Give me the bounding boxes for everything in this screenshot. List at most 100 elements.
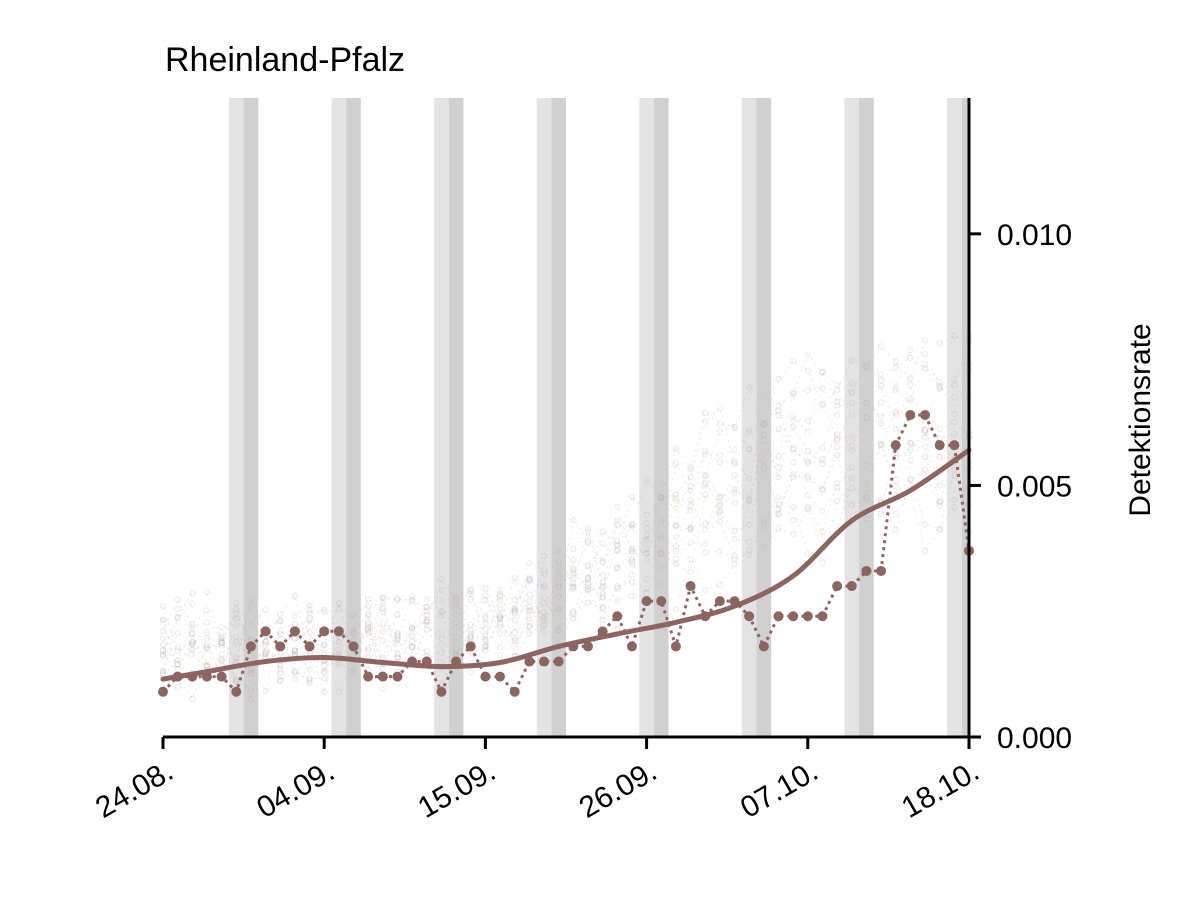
background-point: [584, 580, 592, 587]
background-point: [643, 585, 650, 592]
background-point: [731, 458, 738, 466]
background-point: [687, 525, 694, 532]
background-point: [628, 548, 636, 555]
background-point: [335, 638, 343, 646]
background-point: [819, 559, 826, 566]
background-point: [863, 493, 870, 501]
background-point: [716, 420, 724, 427]
background-point: [306, 606, 313, 614]
background-point: [321, 641, 328, 648]
background-point: [364, 626, 372, 634]
background-point: [467, 668, 474, 676]
background-point: [921, 443, 929, 451]
background-point: [364, 603, 372, 610]
background-point: [306, 666, 313, 673]
background-point: [745, 428, 753, 436]
background-point: [921, 426, 929, 434]
background-point: [306, 609, 313, 617]
background-point: [731, 471, 738, 479]
background-point: [350, 628, 357, 635]
background-point: [643, 550, 650, 557]
background-point: [599, 540, 606, 547]
background-point: [848, 464, 855, 471]
daily-point: [436, 686, 447, 697]
background-point: [936, 498, 943, 505]
background-point: [599, 584, 606, 591]
background-point: [863, 357, 870, 365]
daily-point: [685, 581, 696, 592]
background-point: [584, 587, 592, 594]
daily-point: [876, 565, 887, 576]
background-point: [306, 678, 313, 685]
background-point: [614, 537, 621, 545]
background-point: [350, 625, 357, 632]
background-point: [951, 375, 958, 383]
background-point: [218, 651, 225, 659]
background-point: [555, 627, 562, 634]
background-point: [394, 631, 401, 638]
x-tick-label: 24.08.: [90, 754, 179, 824]
background-point: [833, 436, 841, 444]
background-point: [877, 510, 885, 517]
background-point: [833, 443, 841, 451]
background-point: [423, 596, 430, 603]
background-point: [496, 616, 504, 623]
background-point: [760, 392, 768, 399]
background-point: [599, 557, 606, 565]
background-point: [511, 596, 518, 603]
background-point: [760, 437, 768, 445]
background-point: [321, 641, 328, 649]
background-point: [672, 491, 680, 498]
background-point: [658, 550, 665, 557]
background-point: [496, 630, 504, 637]
background-point: [203, 661, 211, 669]
background-point: [643, 575, 650, 582]
background-point: [452, 638, 460, 645]
background-point: [819, 369, 826, 376]
daily-point: [744, 611, 755, 622]
y-axis-label: Detektionsrate: [1124, 323, 1157, 516]
background-point: [658, 536, 665, 543]
background-point: [511, 641, 518, 648]
background-point: [687, 487, 694, 494]
background-point: [863, 479, 870, 487]
background-point: [819, 444, 826, 452]
background-point: [687, 568, 694, 575]
background-point: [482, 647, 489, 654]
daily-point: [304, 641, 315, 652]
background-point: [745, 521, 753, 528]
background-point: [716, 501, 724, 509]
daily-point: [333, 626, 344, 637]
background-point: [247, 670, 255, 677]
background-point: [306, 675, 313, 682]
background-point: [614, 547, 621, 554]
background-point: [672, 497, 680, 504]
background-point: [702, 409, 709, 416]
background-point: [570, 585, 577, 593]
background-point: [599, 559, 606, 566]
background-point: [702, 491, 709, 498]
background-point: [760, 421, 768, 429]
background-point: [702, 526, 709, 533]
background-point: [584, 525, 592, 533]
background-point: [731, 424, 738, 431]
saturday-band: [947, 98, 962, 737]
background-point: [804, 458, 812, 465]
background-point: [687, 502, 694, 510]
background-point: [496, 597, 504, 604]
background-point: [203, 662, 211, 669]
background-point: [951, 496, 958, 503]
background-point: [203, 589, 211, 596]
daily-point: [392, 671, 403, 682]
background-point: [877, 419, 885, 427]
background-point: [672, 445, 680, 452]
background-point: [731, 486, 738, 493]
background-point: [526, 606, 533, 614]
background-point: [936, 425, 943, 432]
background-point: [321, 662, 328, 669]
background-point: [379, 594, 387, 601]
background-point: [672, 534, 680, 541]
background-point: [614, 503, 621, 510]
daily-point: [714, 596, 725, 607]
background-point: [951, 410, 958, 418]
